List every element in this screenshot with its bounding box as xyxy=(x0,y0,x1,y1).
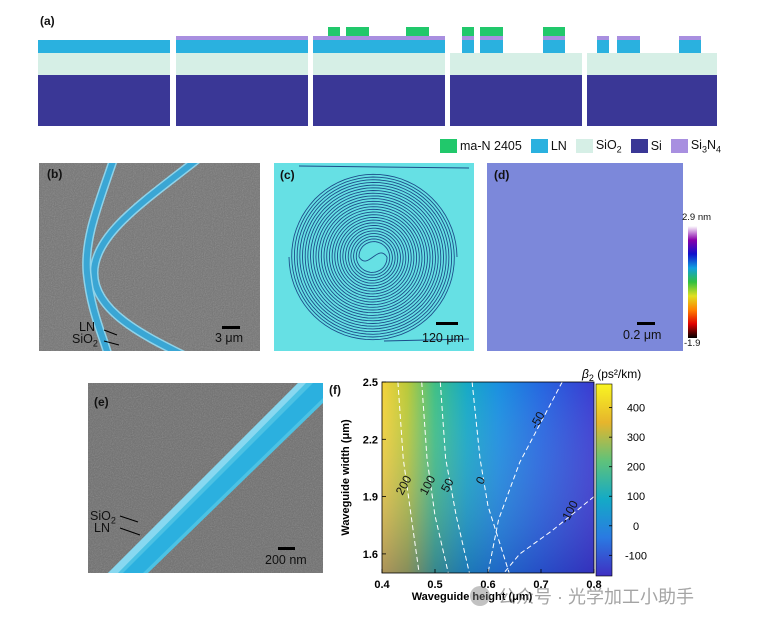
spiral-arm-2 xyxy=(288,176,455,341)
panel-a-label: (a) xyxy=(40,14,55,28)
spiral-arm-1 xyxy=(291,173,458,338)
legend-label-si: Si xyxy=(650,139,662,153)
y-tick-label-2: 2.2 xyxy=(363,434,378,446)
contour-line-3 xyxy=(471,381,510,574)
contour-line-5 xyxy=(503,496,595,574)
panel-e-label: (e) xyxy=(94,395,109,409)
panel-c-label: (c) xyxy=(280,168,295,182)
panel-b-label: (b) xyxy=(47,167,63,181)
watermark: 公众号 · 光学加工小助手 xyxy=(470,583,694,609)
si3n4-layers xyxy=(176,36,701,40)
sio2-layers xyxy=(38,53,717,75)
panel-c-microscope-image: (c) 120 μm xyxy=(274,163,474,351)
panel-d-afm-image: (d) 0.2 μm xyxy=(487,163,683,351)
y-tick-label-3: 2.5 xyxy=(363,377,378,389)
panel-e-waveguide xyxy=(88,383,323,573)
legend-item-resist: ma-N 2405 xyxy=(440,139,522,153)
legend-item-sio2: SiO2 xyxy=(575,137,622,155)
panel-b-scale-label: 3 μm xyxy=(215,331,244,345)
panel-a-legend: ma-N 2405 LN SiO2 Si Si3N4 xyxy=(440,137,730,155)
legend-swatch-si3n4 xyxy=(670,139,688,153)
y-tick-label-0: 1.6 xyxy=(363,549,378,561)
legend-item-ln: LN xyxy=(530,139,567,153)
colorbar-tick-label-2: 200 xyxy=(627,462,645,474)
panel-e-scale-label: 200 nm xyxy=(265,553,307,567)
ln-layers xyxy=(38,40,701,53)
colorbar-tick-label-4: 0 xyxy=(633,521,639,533)
watermark-text: 公众号 · 光学加工小助手 xyxy=(498,587,694,607)
contour-label-2: 50 xyxy=(438,476,457,495)
panel-b-ln-label: LN xyxy=(79,320,95,334)
heatmap-shading xyxy=(382,382,594,573)
panel-f-chart: 200 100 50 0-50-100 0.4 0.5 0.6 0.7 0.81.61.92.… xyxy=(340,367,647,603)
colorbar-title: β2 (ps²/km) xyxy=(581,367,641,383)
panel-e-sem-image: (e) SiO2 LN 200 nm xyxy=(88,383,323,573)
resist-layers xyxy=(328,27,565,36)
si-substrate-layers xyxy=(38,75,717,126)
panel-c-scale-label: 120 μm xyxy=(422,331,464,345)
x-axis-label: Waveguide height (μm) xyxy=(412,591,533,603)
colorbar-tick-label-0: 400 xyxy=(627,403,645,415)
x-tick-label-4: 0.8 xyxy=(586,579,601,591)
x-tick-label-0: 0.4 xyxy=(374,579,390,591)
colorbar-tick-label-5: -100 xyxy=(625,550,647,562)
panel-c-spiral xyxy=(274,163,474,351)
panel-f-label: (f) xyxy=(329,383,341,397)
panel-d-afm-texture xyxy=(487,163,683,351)
panel-b-sio2-label: SiO2 xyxy=(72,332,98,349)
x-tick-label-1: 0.5 xyxy=(427,579,442,591)
y-axis-label: Waveguide width (μm) xyxy=(340,419,352,536)
panel-b-sem-image: (b) LN SiO2 3 μm xyxy=(39,163,260,351)
panel-d-label: (d) xyxy=(494,168,510,182)
colorbar-tick-label-3: 100 xyxy=(627,491,645,503)
x-tick-label-2: 0.6 xyxy=(480,579,495,591)
panel-b-waveguides xyxy=(39,163,260,351)
legend-label-resist: ma-N 2405 xyxy=(460,139,522,153)
legend-swatch-ln xyxy=(530,139,548,153)
legend-label-ln: LN xyxy=(550,139,567,153)
contour-line-2 xyxy=(439,381,470,574)
legend-swatch-sio2 xyxy=(575,139,593,153)
contour-line-1 xyxy=(421,381,449,574)
y-tick-label-1: 1.9 xyxy=(363,492,378,504)
watermark-icon xyxy=(470,586,490,606)
legend-label-sio2: SiO2 xyxy=(595,137,622,155)
contour-line-4 xyxy=(487,381,563,574)
legend-label-si3n4: Si3N4 xyxy=(690,137,721,155)
panel-e-ln-label: LN xyxy=(94,521,110,535)
panel-d-colorbar xyxy=(688,226,697,338)
legend-swatch-si xyxy=(630,139,648,153)
spiral-s-bend xyxy=(358,252,388,262)
panel-e-sio2-label: SiO2 xyxy=(90,509,116,526)
x-tick-label-3: 0.7 xyxy=(533,579,548,591)
panel-a-cross-sections xyxy=(38,27,717,126)
colorbar xyxy=(595,383,613,577)
panel-d-scale-label: 0.2 μm xyxy=(623,328,662,342)
panel-d-colorbar-min: -1.9 xyxy=(684,338,701,349)
legend-item-si: Si xyxy=(630,139,662,153)
legend-item-si3n4: Si3N4 xyxy=(670,137,721,155)
legend-swatch-resist xyxy=(440,139,457,153)
colorbar-tick-label-1: 300 xyxy=(627,432,645,444)
panel-d-colorbar-max: 2.9 nm xyxy=(682,212,712,223)
contour-line-0 xyxy=(397,381,420,574)
